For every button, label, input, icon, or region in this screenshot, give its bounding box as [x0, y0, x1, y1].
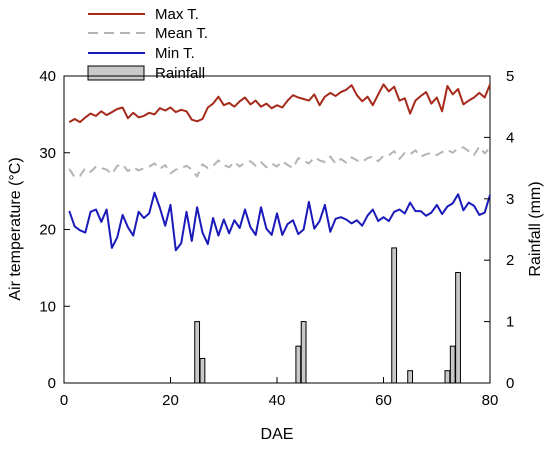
y2-axis-title: Rainfall (mm)	[527, 181, 544, 276]
axes-layer: 0 20 40 60 80 0 10 20 30 40 0 1 2 3 4 5	[39, 68, 514, 409]
legend-label-max-t: Max T.	[155, 6, 199, 23]
rainfall-bar	[444, 370, 451, 384]
y2-tick-label: 3	[506, 191, 514, 208]
y2-tick-label: 1	[506, 314, 514, 331]
plot-frame	[63, 75, 491, 384]
y2-tick-label: 5	[506, 68, 514, 85]
legend: Max T. Mean T. Min T. Rainfall	[87, 6, 208, 82]
y-tick-label: 30	[39, 145, 56, 162]
rainfall-bar	[194, 321, 201, 384]
x-tick-label: 40	[269, 392, 286, 409]
series-line-min-t	[68, 191, 491, 252]
x-tick-label: 0	[60, 392, 68, 409]
rainfall-bar	[300, 321, 307, 384]
y-tick-label: 40	[39, 68, 56, 85]
rainfall-bar	[199, 357, 206, 384]
y-axis-title: Air temperature (°C)	[7, 157, 24, 300]
y2-tick-label: 0	[506, 375, 514, 392]
rainfall-bar	[391, 247, 398, 384]
plot-area	[63, 75, 491, 384]
rainfall-bar	[295, 345, 302, 384]
series-line-max-t	[68, 83, 491, 124]
y-tick-label: 20	[39, 222, 56, 239]
x-tick-label: 80	[482, 392, 499, 409]
legend-label-mean-t: Mean T.	[155, 25, 208, 42]
rainfall-bar	[449, 345, 456, 384]
rainfall-bar	[455, 271, 461, 384]
y2-tick-label: 4	[506, 129, 514, 146]
y-tick-label: 0	[48, 375, 56, 392]
series-layer	[68, 83, 491, 384]
y2-tick-label: 2	[506, 252, 514, 269]
y-tick-label: 10	[39, 298, 56, 315]
legend-label-rainfall: Rainfall	[155, 65, 205, 82]
series-line-mean-t	[68, 145, 491, 179]
x-axis-title: DAE	[261, 426, 294, 443]
legend-label-min-t: Min T.	[155, 45, 195, 62]
x-tick-label: 20	[162, 392, 179, 409]
legend-swatch-rainfall	[87, 65, 145, 81]
x-tick-label: 60	[375, 392, 392, 409]
rainfall-bar	[407, 370, 414, 384]
